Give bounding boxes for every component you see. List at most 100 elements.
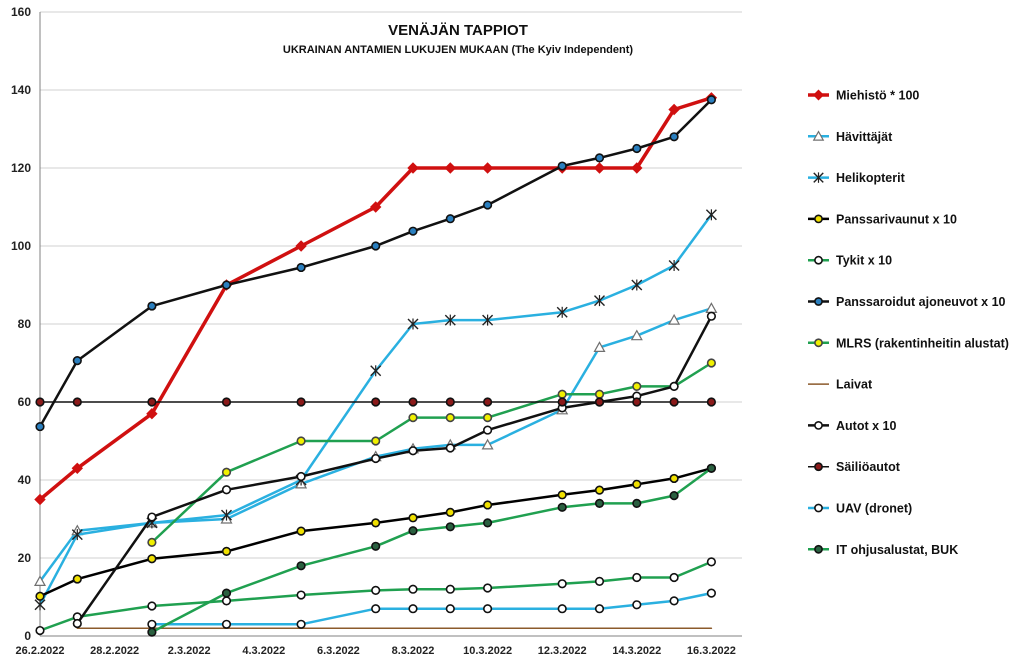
y-tick-label: 160 bbox=[11, 5, 31, 19]
data-point bbox=[669, 397, 679, 407]
data-point bbox=[594, 397, 605, 407]
data-point bbox=[594, 576, 605, 587]
data-point bbox=[593, 162, 606, 174]
legend-label: MLRS (rakentinheitin alustat) bbox=[836, 336, 1009, 350]
data-point bbox=[594, 295, 605, 307]
legend-label: Panssarivaunut x 10 bbox=[836, 212, 957, 226]
data-point bbox=[408, 584, 418, 594]
data-point bbox=[147, 619, 157, 629]
data-point bbox=[594, 389, 605, 399]
data-point bbox=[705, 302, 718, 313]
data-point bbox=[669, 381, 679, 392]
legend-marker bbox=[814, 255, 823, 265]
data-point bbox=[369, 201, 382, 213]
series-sailioautot bbox=[35, 397, 717, 407]
legend-marker bbox=[814, 503, 823, 513]
data-point bbox=[706, 311, 717, 321]
data-point bbox=[632, 143, 642, 154]
data-point bbox=[72, 397, 82, 407]
data-point bbox=[371, 397, 381, 407]
data-point bbox=[408, 526, 418, 536]
data-point bbox=[147, 601, 157, 611]
data-point bbox=[706, 95, 717, 105]
data-point bbox=[557, 579, 567, 589]
y-tick-label: 40 bbox=[18, 473, 32, 487]
x-tick-label: 14.3.2022 bbox=[612, 645, 661, 657]
legend-marker bbox=[813, 89, 824, 101]
data-point bbox=[445, 413, 455, 423]
data-point bbox=[705, 209, 717, 221]
data-point bbox=[296, 561, 306, 571]
data-point bbox=[632, 600, 642, 610]
data-point bbox=[557, 397, 567, 407]
series-line-autot-x-10 bbox=[76, 314, 713, 625]
legend-marker bbox=[814, 214, 823, 224]
legend-label: UAV (dronet) bbox=[836, 502, 912, 516]
data-point bbox=[593, 341, 606, 352]
data-point bbox=[557, 161, 567, 171]
data-point bbox=[371, 241, 381, 251]
y-tick-label: 80 bbox=[18, 317, 32, 331]
data-point bbox=[631, 162, 643, 174]
data-point bbox=[408, 413, 418, 423]
legend-marker bbox=[812, 130, 825, 141]
data-point bbox=[445, 397, 455, 407]
y-tick-label: 120 bbox=[11, 161, 31, 175]
legend-marker bbox=[814, 338, 823, 348]
data-point bbox=[444, 162, 457, 174]
series-mlrs-rakentinheitin-alustat bbox=[147, 358, 717, 548]
series-it-ohjusalustat-buk bbox=[147, 463, 717, 637]
data-point bbox=[35, 591, 45, 601]
data-point bbox=[483, 397, 493, 407]
legend-marker bbox=[814, 544, 823, 554]
data-point bbox=[594, 153, 605, 163]
legend-label: Säiliöautot bbox=[836, 460, 901, 474]
series-uav-dronet bbox=[147, 588, 717, 629]
legend-marker bbox=[813, 172, 824, 183]
legend-label: Panssaroidut ajoneuvot x 10 bbox=[836, 295, 1006, 309]
data-point bbox=[72, 574, 82, 584]
chart-title: VENÄJÄN TAPPIOT bbox=[388, 22, 528, 39]
data-point bbox=[594, 604, 605, 614]
series-line-helikopterit bbox=[38, 213, 713, 607]
data-point bbox=[481, 438, 494, 450]
data-point bbox=[445, 443, 455, 453]
data-point bbox=[481, 162, 494, 174]
data-point bbox=[594, 498, 605, 509]
data-point bbox=[669, 132, 679, 142]
data-point bbox=[444, 314, 456, 326]
legend-label: Tykit x 10 bbox=[836, 254, 892, 268]
data-point bbox=[669, 596, 679, 606]
series-line-tykit-x-10 bbox=[38, 560, 713, 632]
data-point bbox=[34, 493, 46, 506]
data-point bbox=[483, 425, 493, 435]
data-point bbox=[147, 512, 157, 522]
data-point bbox=[33, 575, 47, 587]
data-point bbox=[632, 498, 642, 509]
legend-marker bbox=[814, 297, 823, 306]
title-group: VENÄJÄN TAPPIOT UKRAINAN ANTAMIEN LUKUJE… bbox=[283, 22, 634, 56]
data-point bbox=[147, 301, 157, 311]
data-point bbox=[483, 583, 493, 593]
legend-item-it-ohjusalustat-buk: IT ohjusalustat, BUK bbox=[808, 543, 958, 557]
series-line-it-ohjusalustat-buk bbox=[150, 467, 713, 634]
legend-label: Miehistö * 100 bbox=[836, 89, 919, 103]
data-point bbox=[630, 329, 643, 341]
x-tick-label: 28.2.2022 bbox=[90, 645, 139, 657]
series-miehisto-100 bbox=[34, 92, 718, 506]
data-point bbox=[147, 627, 157, 637]
data-point bbox=[669, 473, 679, 484]
data-point bbox=[408, 397, 418, 407]
data-point bbox=[631, 279, 643, 291]
x-tick-label: 10.3.2022 bbox=[463, 645, 512, 657]
data-point bbox=[221, 596, 232, 606]
data-point bbox=[408, 513, 418, 523]
data-point bbox=[482, 314, 494, 326]
data-point bbox=[71, 462, 84, 475]
data-point bbox=[295, 240, 307, 252]
data-point bbox=[146, 407, 158, 420]
series-helikopterit bbox=[34, 209, 717, 611]
data-point bbox=[221, 546, 232, 556]
legend-item-havittajat: Hävittäjät bbox=[808, 130, 893, 144]
x-tick-label: 26.2.2022 bbox=[16, 645, 65, 657]
